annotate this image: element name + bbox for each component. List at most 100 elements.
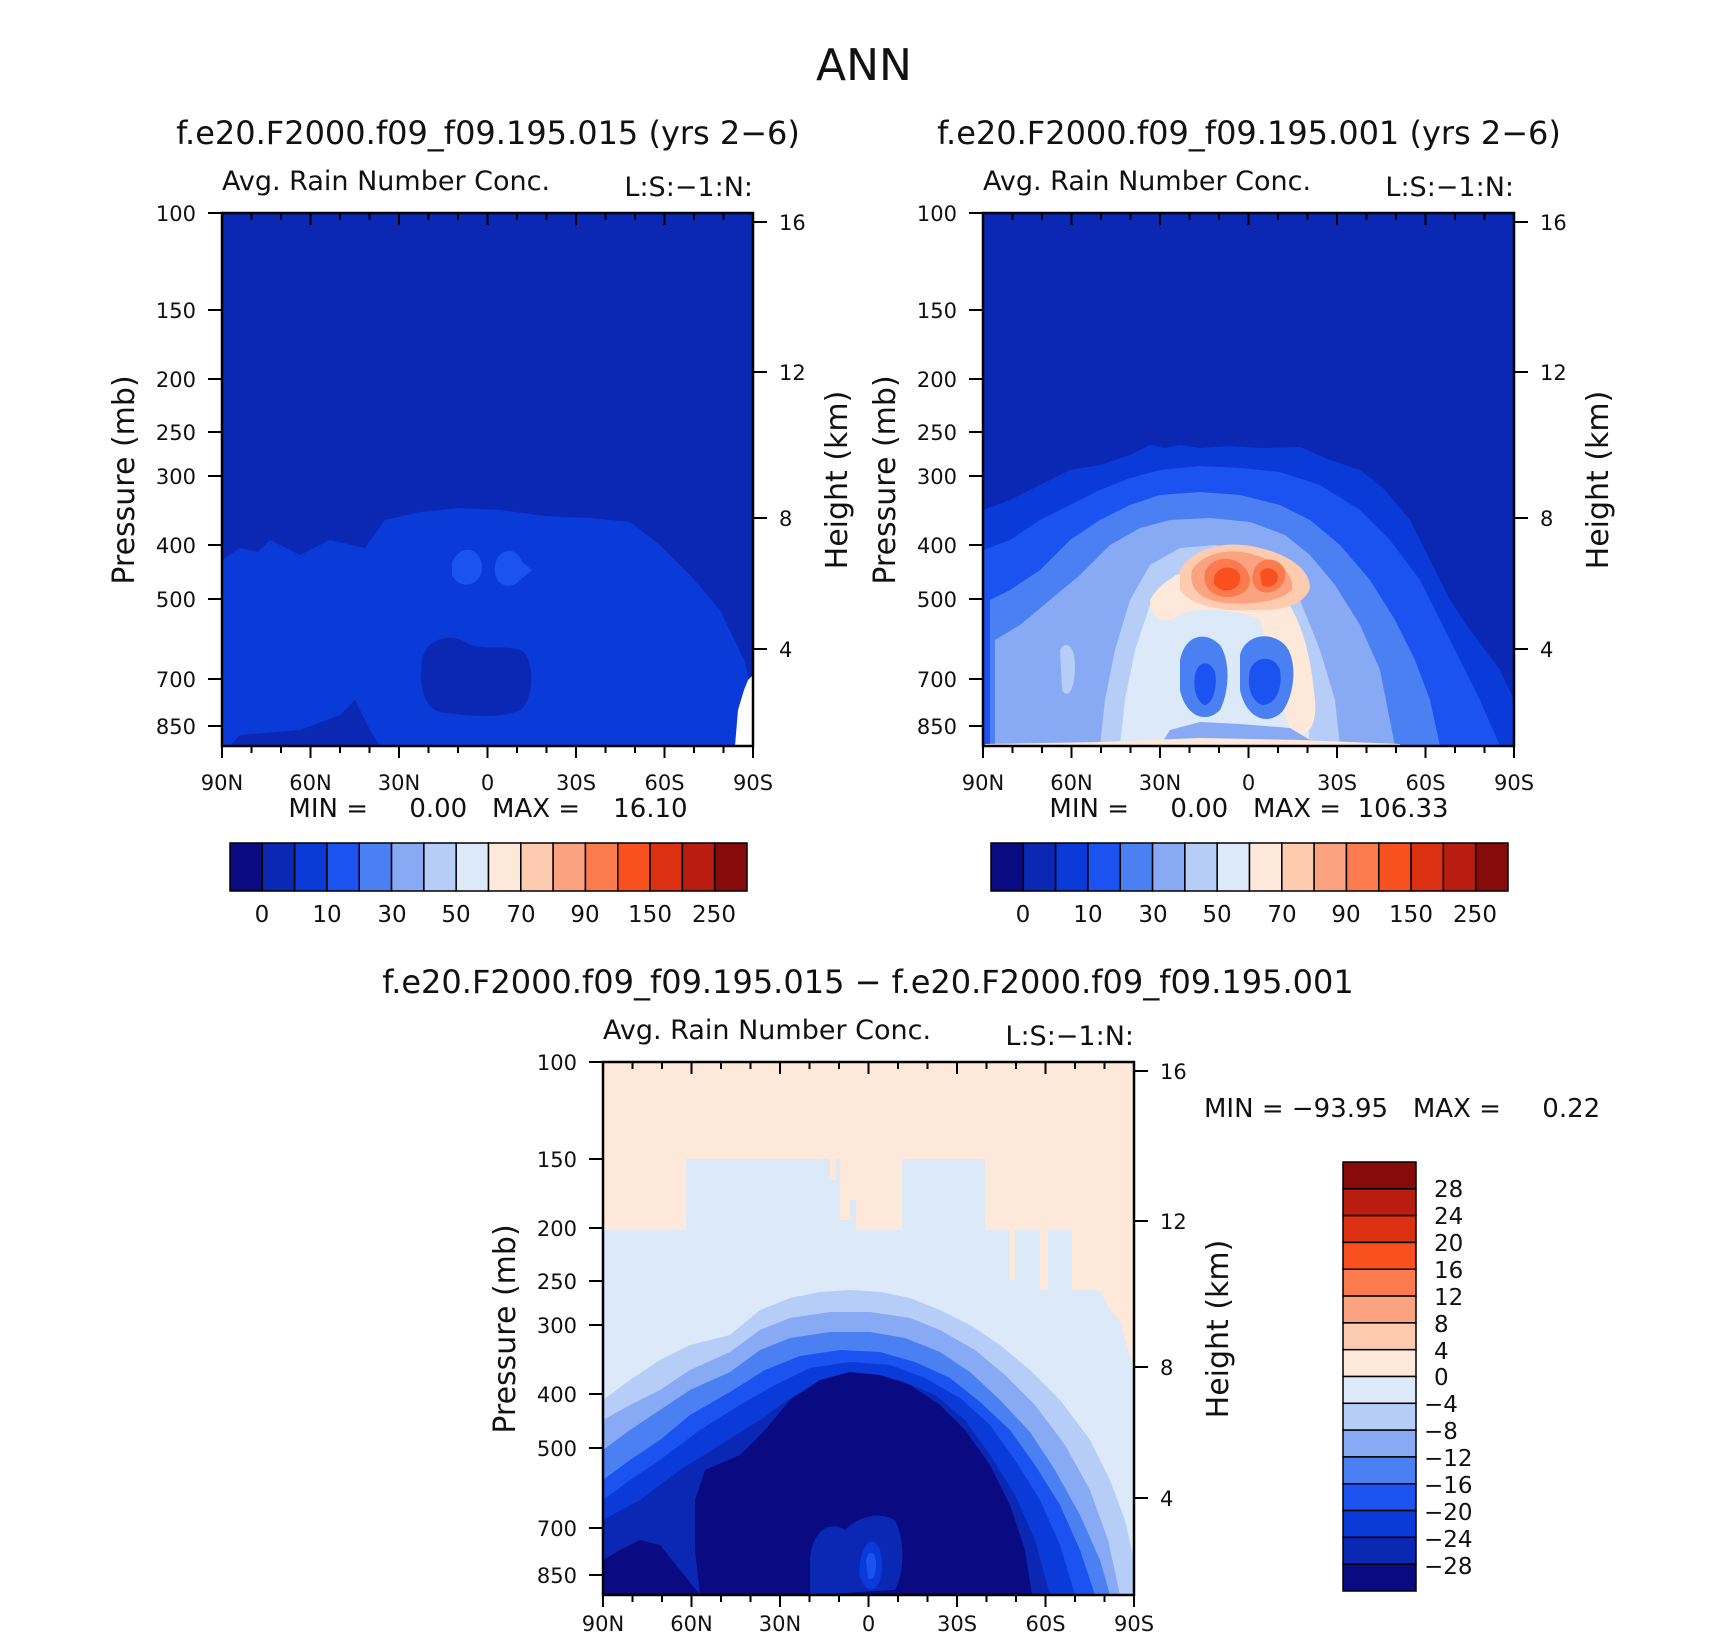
colorbar-swatch <box>1216 842 1251 892</box>
x-tick-label: 60S <box>1405 771 1445 795</box>
y2-tick-label: 8 <box>1160 1356 1173 1380</box>
y-tick-label: 400 <box>917 534 957 558</box>
contour-fill <box>452 549 483 585</box>
colorbar-label: −20 <box>1424 1500 1473 1526</box>
contour-fill <box>230 700 380 746</box>
y-tick-label: 850 <box>537 1564 577 1588</box>
colorbar-label: 10 <box>312 902 341 928</box>
colorbar-swatch <box>1342 1322 1417 1351</box>
colorbar-swatch <box>293 842 328 892</box>
y-tick-label: 500 <box>917 588 957 612</box>
panel-right-label: L:S:−1:N: <box>624 172 753 203</box>
min-max-readout: MIN = 0.00 MAX = 106.33 <box>1049 794 1448 824</box>
contour-field <box>983 213 1514 746</box>
y-tick-label: 500 <box>156 588 196 612</box>
y-tick-label: 150 <box>917 299 957 323</box>
colorbar-label: −12 <box>1424 1446 1473 1472</box>
x-tick-label: 30N <box>759 1612 801 1633</box>
colorbar-swatch <box>1342 1295 1417 1324</box>
colorbar-swatch <box>1342 1456 1417 1485</box>
y2-tick-label: 16 <box>1160 1060 1187 1084</box>
x-tick-label: 30S <box>1317 771 1357 795</box>
colorbar <box>1342 1161 1417 1592</box>
colorbar-label: 70 <box>506 902 535 928</box>
colorbar-swatch <box>1313 842 1348 892</box>
colorbar-swatch <box>1248 842 1283 892</box>
y-tick-label: 150 <box>537 1148 577 1172</box>
colorbar-swatch <box>1342 1483 1417 1512</box>
colorbar-swatch <box>681 842 716 892</box>
colorbar-swatch <box>1342 1188 1417 1217</box>
x-tick-label: 90S <box>1114 1612 1154 1633</box>
y-tick-label: 400 <box>537 1383 577 1407</box>
panel-title: f.e20.F2000.f09_f09.195.015 − f.e20.F200… <box>382 963 1354 1001</box>
x-tick-label: 60N <box>1050 771 1092 795</box>
y-tick-label: 200 <box>917 368 957 392</box>
x-ticks: 90N 60N 30N 0 30S 60S 90S <box>582 1612 1154 1633</box>
y-tick-label: 300 <box>537 1314 577 1338</box>
y-axis-label: Pressure (mb) <box>107 375 142 584</box>
x-tick-label: 90S <box>1494 771 1534 795</box>
x-tick-label: 30N <box>378 771 420 795</box>
contour-fill <box>1060 645 1075 694</box>
x-tick-label: 60N <box>289 771 331 795</box>
colorbar-label: 28 <box>1434 1177 1463 1203</box>
colorbar-label: −24 <box>1424 1527 1473 1553</box>
colorbar-labels: 0 10 30 50 70 90 150 250 <box>255 902 736 928</box>
x-tick-label: 60S <box>1025 1612 1065 1633</box>
panel-difference: f.e20.F2000.f09_f09.195.015 − f.e20.F200… <box>382 963 1600 1633</box>
colorbar-swatch <box>1342 1268 1417 1297</box>
y2-ticks: 16 12 8 4 <box>1160 1060 1187 1511</box>
colorbar <box>990 842 1509 892</box>
y-tick-label: 250 <box>156 421 196 445</box>
x-ticks: 90N 60N 30N 0 30S 60S 90S <box>962 771 1534 795</box>
colorbar-label: 150 <box>1389 902 1433 928</box>
colorbar-label: 0 <box>1016 902 1031 928</box>
colorbar-label: 8 <box>1434 1312 1449 1338</box>
y2-tick-label: 8 <box>779 507 792 531</box>
colorbar-swatch <box>1022 842 1057 892</box>
panel-case-015: f.e20.F2000.f09_f09.195.015 (yrs 2−6) Av… <box>107 114 855 928</box>
panel-case-001: f.e20.F2000.f09_f09.195.001 (yrs 2−6) Av… <box>868 114 1616 928</box>
y2-ticks: 16 12 8 4 <box>1540 211 1567 662</box>
colorbar-swatch <box>1342 1536 1417 1565</box>
y-tick-label: 100 <box>156 202 196 226</box>
y2-tick-label: 8 <box>1540 507 1553 531</box>
colorbar-label: 30 <box>377 902 406 928</box>
contour-fill <box>985 738 1400 746</box>
colorbar-swatch <box>1378 842 1412 892</box>
y2-tick-label: 12 <box>1160 1210 1187 1234</box>
colorbar-swatch <box>423 842 457 892</box>
y-ticks: 100 150 200 250 300 400 500 700 850 <box>156 202 196 739</box>
y-tick-label: 700 <box>156 668 196 692</box>
panel-title: f.e20.F2000.f09_f09.195.001 (yrs 2−6) <box>937 114 1561 152</box>
colorbar-swatch <box>1345 842 1380 892</box>
y-tick-label: 700 <box>537 1517 577 1541</box>
x-tick-label: 90N <box>962 771 1004 795</box>
colorbar <box>229 842 748 892</box>
x-tick-label: 60N <box>670 1612 712 1633</box>
colorbar-swatch <box>1342 1375 1417 1405</box>
y2-tick-label: 16 <box>779 211 806 235</box>
y-tick-label: 250 <box>537 1270 577 1294</box>
colorbar-swatch <box>1119 842 1154 892</box>
colorbar-swatch <box>990 842 1025 892</box>
y-tick-label: 850 <box>917 715 957 739</box>
x-tick-label: 90S <box>733 771 773 795</box>
x-tick-label: 60S <box>644 771 684 795</box>
colorbar-swatch <box>1281 842 1315 892</box>
colorbar-swatch <box>584 842 619 892</box>
colorbar-label: 30 <box>1138 902 1167 928</box>
contour-fill <box>1260 568 1278 587</box>
colorbar-label: 50 <box>441 902 470 928</box>
colorbar-swatch <box>1442 842 1477 892</box>
y-tick-label: 150 <box>156 299 196 323</box>
colorbar-label: −16 <box>1424 1473 1473 1499</box>
x-tick-label: 0 <box>862 1612 875 1633</box>
contour-fill <box>1213 567 1241 591</box>
y2-tick-label: 12 <box>1540 361 1567 385</box>
colorbar-swatch <box>1410 842 1445 892</box>
panel-title: f.e20.F2000.f09_f09.195.015 (yrs 2−6) <box>176 114 800 152</box>
panel-right-label: L:S:−1:N: <box>1005 1021 1134 1052</box>
